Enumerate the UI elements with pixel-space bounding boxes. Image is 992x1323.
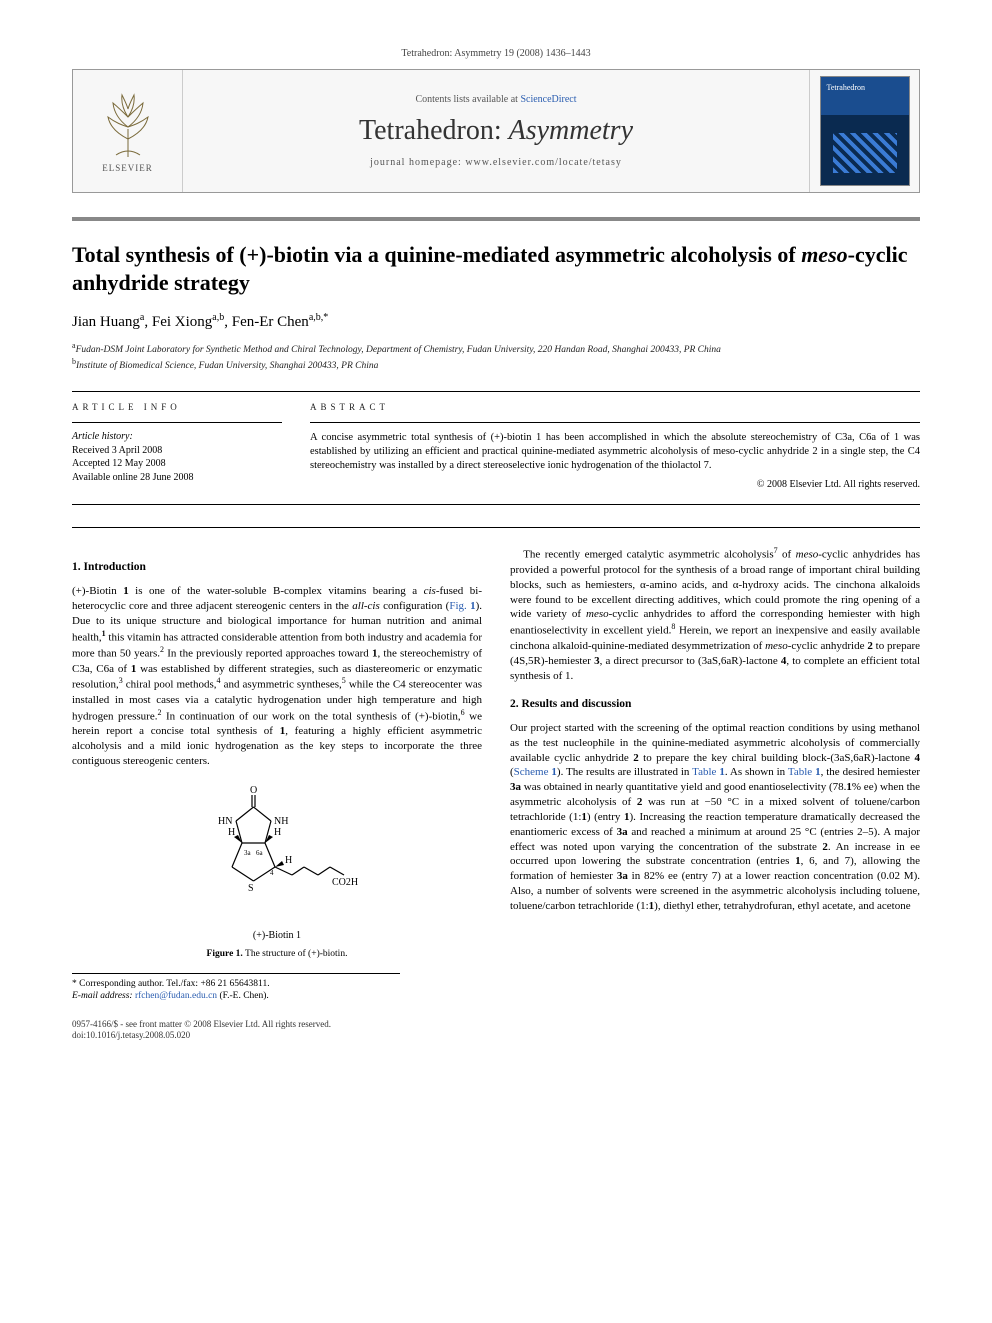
article-info-head: ARTICLE INFO (72, 402, 282, 412)
abstract-head: ABSTRACT (310, 402, 920, 412)
section-1-head: 1. Introduction (72, 560, 482, 576)
label-4: 4 (270, 869, 274, 877)
section-2-para-1: Our project started with the screening o… (510, 721, 920, 914)
biotin-structure-icon: O HN NH H H H 3a 6a 4 S CO2H (192, 785, 362, 925)
table1-ref[interactable]: Table 1 (788, 766, 821, 778)
email-label: E-mail address: (72, 991, 133, 1001)
abstract-copyright: © 2008 Elsevier Ltd. All rights reserved… (310, 479, 920, 490)
journal-title: Tetrahedron: Asymmetry (191, 115, 801, 147)
homepage-prefix: journal homepage: (370, 157, 465, 168)
corr-email-who: (F.-E. Chen). (219, 991, 268, 1001)
affiliation-a: aFudan-DSM Joint Laboratory for Syntheti… (72, 341, 920, 357)
title-block: Total synthesis of (+)-biotin via a quin… (72, 217, 920, 373)
section-2-head: 2. Results and discussion (510, 697, 920, 713)
header-citation: Tetrahedron: Asymmetry 19 (2008) 1436–14… (72, 48, 920, 59)
history-label: Article history: (72, 431, 282, 442)
homepage-url[interactable]: www.elsevier.com/locate/tetasy (465, 157, 622, 168)
journal-cover-icon: Tetrahedron (820, 76, 910, 186)
corr-email-link[interactable]: rfchen@fudan.edu.cn (135, 991, 217, 1001)
contents-prefix: Contents lists available at (415, 94, 520, 105)
authors-line: Jian Huanga, Fei Xionga,b, Fen-Er Chena,… (72, 312, 920, 331)
history-received: Received 3 April 2008 (72, 444, 282, 458)
history-accepted: Accepted 12 May 2008 (72, 457, 282, 471)
homepage-line: journal homepage: www.elsevier.com/locat… (191, 157, 801, 168)
body-columns: 1. Introduction (+)-Biotin 1 is one of t… (72, 546, 920, 1002)
figure-1-caption: Figure 1. Figure 1. The structure of (+)… (72, 948, 482, 961)
footer-meta: 0957-4166/$ - see front matter © 2008 El… (72, 1019, 920, 1042)
sciencedirect-link[interactable]: ScienceDirect (520, 94, 576, 105)
abstract-text: A concise asymmetric total synthesis of … (310, 431, 920, 474)
section-1-para-1: (+)-Biotin 1 is one of the water-soluble… (72, 584, 482, 769)
atom-H3: H (285, 855, 292, 866)
atom-O: O (250, 785, 257, 796)
page-root: Tetrahedron: Asymmetry 19 (2008) 1436–14… (0, 0, 992, 1082)
info-abstract-row: ARTICLE INFO Article history: Received 3… (72, 391, 920, 506)
fig1-ref[interactable]: Fig. 1 (449, 600, 475, 612)
section-1-para-2: The recently emerged catalytic asymmetri… (510, 546, 920, 683)
atom-HN: HN (218, 816, 232, 827)
abstract: ABSTRACT A concise asymmetric total synt… (310, 402, 920, 491)
table1-ref[interactable]: Table 1 (692, 766, 725, 778)
affiliation-a-text: Fudan-DSM Joint Laboratory for Synthetic… (76, 345, 721, 355)
cover-thumb-block: Tetrahedron (809, 70, 919, 192)
corr-email-line: E-mail address: rfchen@fudan.edu.cn (F.-… (72, 990, 400, 1002)
footer-line2: doi:10.1016/j.tetasy.2008.05.020 (72, 1030, 920, 1042)
corresponding-author-footnote: * Corresponding author. Tel./fax: +86 21… (72, 973, 400, 1003)
corr-author-line: * Corresponding author. Tel./fax: +86 21… (72, 978, 400, 990)
masthead-center: Contents lists available at ScienceDirec… (183, 70, 809, 192)
scheme1-ref[interactable]: Scheme 1 (514, 766, 557, 778)
publisher-label: ELSEVIER (102, 163, 153, 173)
atom-H1: H (228, 827, 235, 838)
atom-CO2H: CO2H (332, 877, 358, 888)
contents-available-line: Contents lists available at ScienceDirec… (191, 94, 801, 105)
affiliation-b-text: Institute of Biomedical Science, Fudan U… (76, 361, 378, 371)
elsevier-tree-icon (98, 89, 158, 159)
label-3a: 3a (244, 849, 252, 857)
affiliations: aFudan-DSM Joint Laboratory for Syntheti… (72, 341, 920, 373)
article-info: ARTICLE INFO Article history: Received 3… (72, 402, 282, 491)
affiliation-b: bInstitute of Biomedical Science, Fudan … (72, 357, 920, 373)
article-title: Total synthesis of (+)-biotin via a quin… (72, 241, 920, 296)
label-6a: 6a (256, 849, 264, 857)
journal-title-a: Tetrahedron: (359, 115, 509, 146)
title-part-a: Total synthesis of (+)-biotin via a quin… (72, 242, 801, 267)
atom-H2: H (274, 827, 281, 838)
masthead: ELSEVIER Contents lists available at Sci… (72, 69, 920, 193)
cover-label: Tetrahedron (827, 83, 903, 92)
publisher-block: ELSEVIER (73, 70, 183, 192)
footer-line1: 0957-4166/$ - see front matter © 2008 El… (72, 1019, 920, 1031)
history-online: Available online 28 June 2008 (72, 471, 282, 485)
figure-1: O HN NH H H H 3a 6a 4 S CO2H (+)-Biotin … (72, 785, 482, 961)
journal-title-b: Asymmetry (509, 115, 633, 146)
title-part-ital: meso (801, 242, 847, 267)
figure-1-compound-label: (+)-Biotin 1 (72, 929, 482, 943)
atom-NH: NH (274, 816, 288, 827)
atom-S: S (248, 883, 254, 894)
